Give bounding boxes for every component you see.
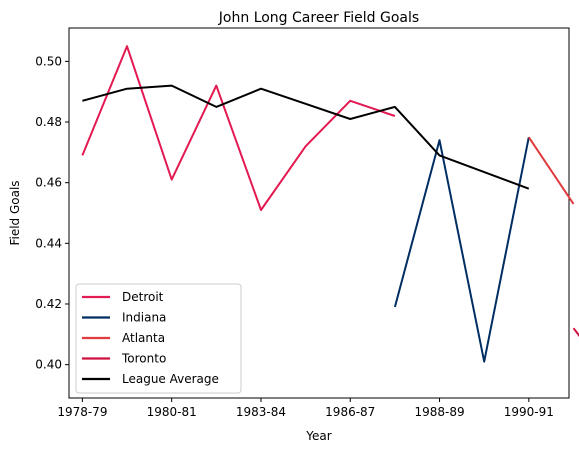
series-line-toronto [572,327,579,337]
y-tick-label: 0.40 [35,358,62,372]
y-axis-label: Field Goals [8,180,22,245]
x-tick-label: 1980-81 [147,405,197,419]
legend-label-toronto: Toronto [121,352,166,366]
y-tick-label: 0.50 [35,54,62,68]
series-line-atlanta [527,136,575,205]
x-axis-label: Year [305,429,331,443]
chart-title: John Long Career Field Goals [218,10,419,26]
series-line-detroit [81,45,396,211]
y-tick-label: 0.44 [35,236,62,250]
x-tick-label: 1988-89 [414,405,464,419]
x-axis-ticks: 1978-79 1980-81 1983-84 1986-87 1988-89 1990-… [57,398,554,419]
y-tick-label: 0.48 [35,115,62,129]
x-tick-label: 1978-79 [57,405,107,419]
legend-label-indiana: Indiana [122,311,166,325]
legend-label-league-average: League Average [122,372,219,386]
series-layer [81,45,579,363]
x-tick-label: 1986-87 [325,405,375,419]
legend: Detroit Indiana Atlanta Toronto League Avera… [75,283,242,394]
series-line-league-average [82,84,530,190]
legend-box [75,283,242,394]
x-tick-label: 1983-84 [236,405,286,419]
y-axis-ticks: 0.40 0.42 0.44 0.46 0.48 0.50 [35,54,69,372]
y-tick-label: 0.46 [35,176,62,190]
legend-label-detroit: Detroit [122,290,164,304]
legend-label-atlanta: Atlanta [122,331,165,345]
x-tick-label: 1990-91 [504,405,554,419]
y-tick-label: 0.42 [35,297,62,311]
series-line-indiana [393,137,530,363]
